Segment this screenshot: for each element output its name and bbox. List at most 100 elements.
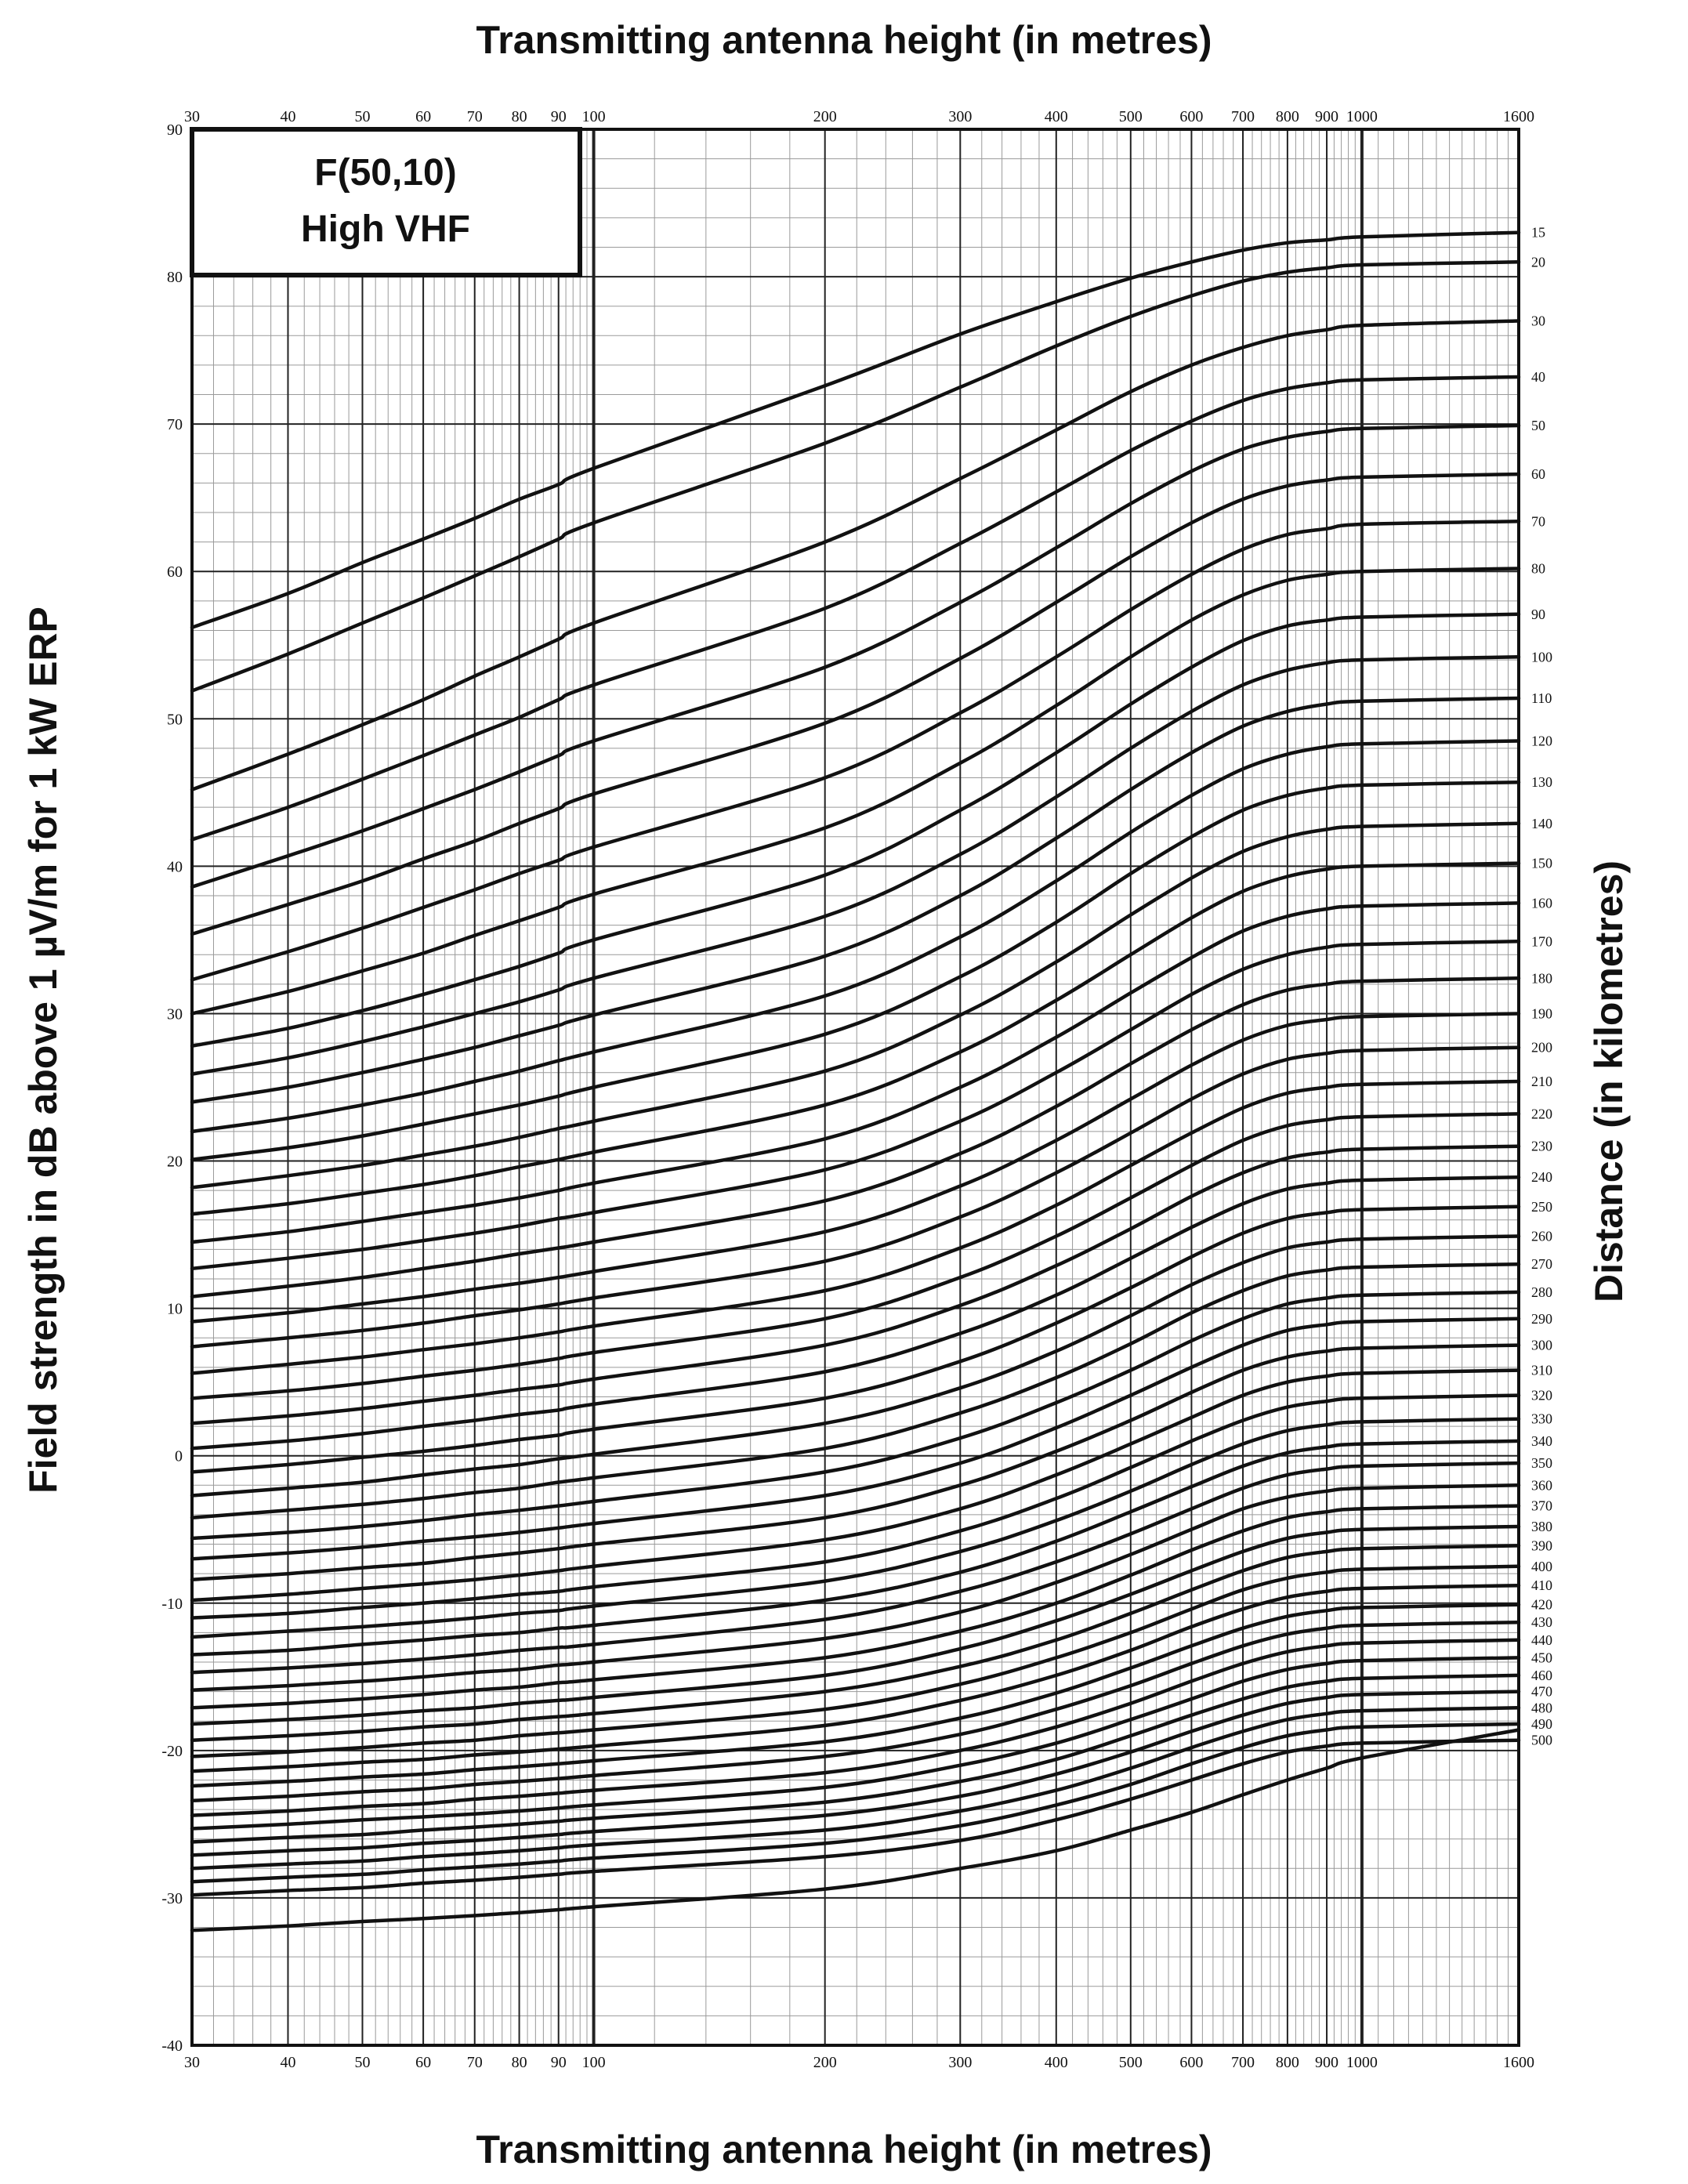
- series-line-20km: [190, 260, 1521, 693]
- distance-label: 80: [1531, 560, 1545, 576]
- y-tick-label: 10: [167, 1301, 183, 1318]
- x-tick-label-bottom: 300: [948, 2054, 972, 2071]
- series-line-250km: [190, 1204, 1521, 1474]
- x-tick-label-bottom: 900: [1315, 2054, 1338, 2071]
- series-line-30km: [190, 319, 1521, 791]
- y-tick-label: 80: [167, 269, 183, 286]
- x-tick-label-top: 400: [1045, 108, 1068, 125]
- x-tick-label-top: 70: [467, 108, 483, 125]
- distance-label: 90: [1531, 607, 1545, 622]
- series-line-430km: [190, 1620, 1521, 1803]
- series-line-450km: [190, 1656, 1521, 1831]
- distance-label: 450: [1531, 1650, 1552, 1665]
- series-line-300km: [190, 1343, 1521, 1581]
- series-line-130km: [190, 780, 1521, 1161]
- y-tick-label: -40: [161, 2037, 183, 2055]
- series-line-70km: [190, 520, 1521, 982]
- x-tick-label-top: 500: [1119, 108, 1143, 125]
- distance-label: 290: [1531, 1311, 1552, 1327]
- distance-label: 360: [1531, 1477, 1552, 1493]
- series-line-60km: [190, 472, 1521, 936]
- series-line-360km: [190, 1483, 1521, 1692]
- x-tick-label-bottom: 80: [512, 2054, 527, 2071]
- x-tick-label-top: 800: [1276, 108, 1299, 125]
- distance-label: 160: [1531, 895, 1552, 911]
- x-tick-label-top: 50: [354, 108, 370, 125]
- distance-labels: 15 20 30 40 50 60 70 80 90 100 110 120 130 140 150 160 1…: [1531, 225, 1552, 1748]
- series-line-170km: [190, 940, 1521, 1271]
- series-line-480km: [190, 1706, 1521, 1871]
- x-tick-label-bottom: 50: [354, 2054, 370, 2071]
- distance-label: 280: [1531, 1284, 1552, 1300]
- x-tick-label-bottom: 600: [1179, 2054, 1203, 2071]
- distance-label: 230: [1531, 1139, 1552, 1154]
- x-tick-label-bottom: 30: [184, 2054, 200, 2071]
- series-line-470km: [190, 1690, 1521, 1857]
- distance-label: 430: [1531, 1614, 1552, 1630]
- x-tick-label-top: 1000: [1346, 108, 1378, 125]
- y-tick-label: 20: [167, 1154, 183, 1171]
- series-line-280km: [190, 1290, 1521, 1541]
- y-axis-title: Field strength in dB above 1 µV/m for 1 …: [21, 607, 65, 1494]
- distance-label: 350: [1531, 1455, 1552, 1471]
- x-tick-label-bottom: 700: [1231, 2054, 1255, 2071]
- y-tick-label: -10: [161, 1595, 183, 1613]
- series-line-460km: [190, 1673, 1521, 1844]
- series-line-330km: [190, 1417, 1521, 1639]
- distance-label: 180: [1531, 970, 1552, 986]
- distance-label: 420: [1531, 1597, 1552, 1613]
- y-tick-label: -30: [161, 1890, 183, 1907]
- distance-label: 380: [1531, 1519, 1552, 1534]
- distance-label: 480: [1531, 1700, 1552, 1715]
- distance-label: 150: [1531, 856, 1552, 871]
- distance-label: 330: [1531, 1411, 1552, 1427]
- distance-label: 60: [1531, 466, 1545, 482]
- series-line-15km: [190, 230, 1521, 629]
- series-line-150km: [190, 861, 1521, 1216]
- series-line-unlabeledkm: [190, 1728, 1521, 1932]
- x-tick-label-top: 600: [1179, 108, 1203, 125]
- series-line-110km: [190, 696, 1521, 1104]
- chart-title-box: F(50,10) High VHF: [190, 127, 582, 277]
- distance-label: 240: [1531, 1169, 1552, 1185]
- x-tick-label-top: 300: [948, 108, 972, 125]
- y-tick-label: -20: [161, 1743, 183, 1760]
- y-tick-label: 70: [167, 416, 183, 433]
- series-line-390km: [190, 1544, 1521, 1742]
- y-tick-label: 40: [167, 858, 183, 875]
- x-tick-label-bottom: 800: [1276, 2054, 1299, 2071]
- distance-label: 310: [1531, 1363, 1552, 1378]
- series-line-490km: [190, 1722, 1521, 1884]
- series-line-190km: [190, 1012, 1521, 1324]
- distance-label: 470: [1531, 1684, 1552, 1700]
- series-line-200km: [190, 1045, 1521, 1349]
- distance-label: 20: [1531, 254, 1545, 270]
- distance-label: 370: [1531, 1498, 1552, 1514]
- x-tick-label-bottom: 90: [551, 2054, 567, 2071]
- series-line-350km: [190, 1461, 1521, 1675]
- distance-label: 50: [1531, 418, 1545, 433]
- distance-label: 210: [1531, 1074, 1552, 1089]
- series-line-270km: [190, 1262, 1521, 1519]
- x-tick-label-top: 60: [415, 108, 431, 125]
- x-tick-label-bottom: 60: [415, 2054, 431, 2071]
- series-line-440km: [190, 1638, 1521, 1817]
- distance-label: 140: [1531, 816, 1552, 831]
- y-tick-label: 50: [167, 711, 183, 728]
- chart-title-line-2: High VHF: [301, 208, 470, 250]
- x-tick-label-bottom: 400: [1045, 2054, 1068, 2071]
- distance-label: 200: [1531, 1040, 1552, 1056]
- y-tick-label: 60: [167, 563, 183, 581]
- distance-label: 120: [1531, 733, 1552, 749]
- x-tick-label-top: 700: [1231, 108, 1255, 125]
- distance-label: 260: [1531, 1228, 1552, 1244]
- series-line-80km: [190, 567, 1521, 1016]
- distance-label: 170: [1531, 933, 1552, 949]
- series-line-120km: [190, 739, 1521, 1134]
- series-line-340km: [190, 1439, 1521, 1657]
- distance-label: 30: [1531, 313, 1545, 329]
- series-line-260km: [190, 1234, 1521, 1498]
- series-line-290km: [190, 1317, 1521, 1561]
- series-line-160km: [190, 901, 1521, 1244]
